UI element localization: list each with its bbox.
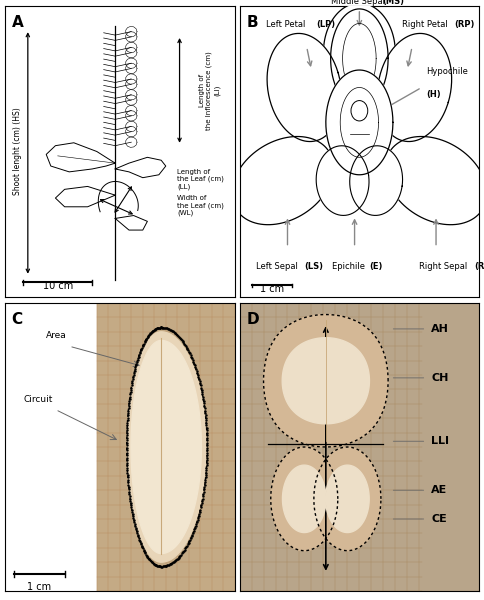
Text: (H): (H) (426, 90, 441, 99)
Polygon shape (232, 136, 333, 225)
Polygon shape (378, 34, 452, 142)
Text: Shoot lenght (cm) (HS): Shoot lenght (cm) (HS) (13, 107, 22, 196)
Polygon shape (314, 447, 381, 551)
Text: (RP): (RP) (454, 20, 475, 29)
Text: Epichile: Epichile (332, 262, 368, 271)
Text: (LP): (LP) (316, 20, 335, 29)
Text: D: D (247, 311, 259, 326)
Text: (MS): (MS) (382, 0, 404, 6)
Polygon shape (323, 3, 395, 102)
Text: (LS): (LS) (304, 262, 323, 271)
Text: Width of
the Leaf (cm)
(WL): Width of the Leaf (cm) (WL) (177, 195, 224, 216)
Polygon shape (264, 314, 388, 447)
Text: Hypochile: Hypochile (426, 67, 469, 76)
Polygon shape (267, 34, 341, 142)
Polygon shape (350, 146, 403, 215)
Polygon shape (282, 338, 369, 424)
Text: Area: Area (46, 331, 67, 340)
Text: Right Petal: Right Petal (402, 20, 451, 29)
Text: C: C (12, 311, 23, 326)
Polygon shape (326, 70, 393, 175)
Polygon shape (385, 136, 484, 225)
Text: CE: CE (431, 514, 447, 524)
Ellipse shape (351, 101, 368, 121)
Polygon shape (131, 340, 201, 554)
Text: Left Petal: Left Petal (267, 20, 308, 29)
Text: Left Sepal: Left Sepal (256, 262, 300, 271)
Text: (E): (E) (369, 262, 383, 271)
Polygon shape (271, 447, 338, 551)
Polygon shape (283, 465, 326, 533)
Text: LLI: LLI (431, 436, 449, 446)
Text: A: A (12, 15, 24, 30)
Polygon shape (316, 146, 369, 215)
Text: AE: AE (431, 485, 448, 495)
Bar (97, 303, 235, 591)
Text: 1 cm: 1 cm (27, 583, 51, 592)
Polygon shape (326, 465, 369, 533)
Text: 10 cm: 10 cm (43, 281, 73, 291)
Text: CH: CH (431, 373, 449, 383)
Text: B: B (247, 15, 258, 30)
Polygon shape (331, 9, 388, 108)
Text: Length of
the Inflorescence (cm)
(LI): Length of the Inflorescence (cm) (LI) (199, 51, 220, 130)
Text: 1 cm: 1 cm (260, 284, 284, 294)
Text: AH: AH (431, 324, 449, 334)
Text: (RS): (RS) (474, 262, 484, 271)
Polygon shape (128, 332, 206, 562)
Text: Length of
the Leaf (cm)
(LL): Length of the Leaf (cm) (LL) (177, 169, 224, 190)
Text: Right Sepal: Right Sepal (419, 262, 472, 271)
Text: Middle Sepal: Middle Sepal (331, 0, 388, 6)
Text: Circuit: Circuit (24, 395, 53, 404)
